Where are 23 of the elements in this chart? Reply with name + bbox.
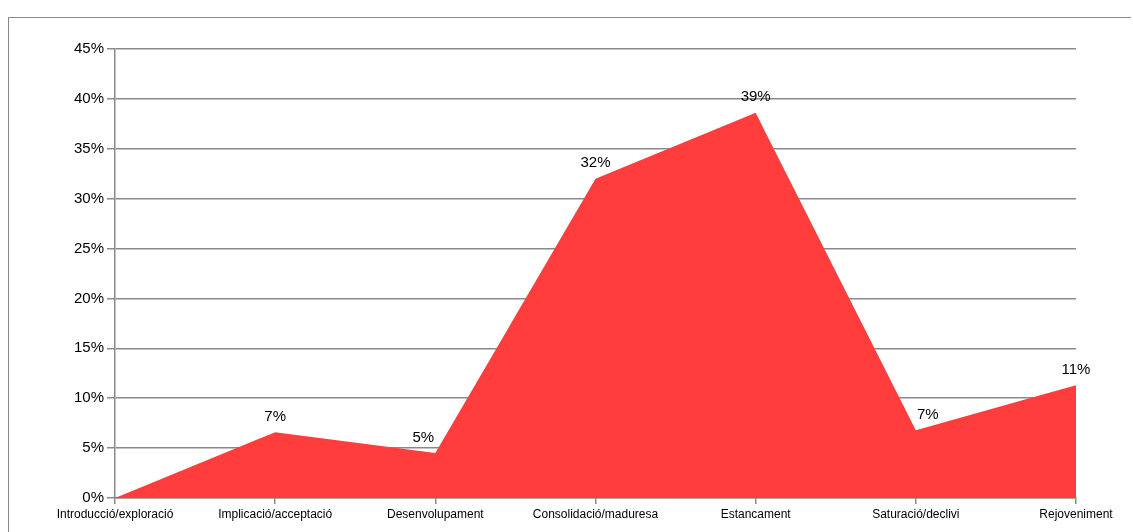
x-tick-label: Consolidació/maduresa [532, 506, 659, 521]
y-tick-label: 0% [82, 488, 104, 506]
data-label: 5% [412, 427, 435, 445]
x-tick-label: Introducció/exploració [56, 506, 174, 521]
data-label: 32% [580, 153, 611, 171]
y-tick-label: 40% [73, 89, 104, 107]
y-tick-label: 5% [82, 438, 104, 456]
x-tick-label: Saturació/declivi [872, 506, 960, 521]
y-tick-label: 15% [73, 338, 104, 356]
x-tick-label: Rejoveniment [1039, 506, 1114, 521]
data-label: 7% [916, 404, 939, 422]
y-tick-label: 30% [73, 188, 104, 206]
x-tick-label: Implicació/acceptació [218, 506, 333, 521]
y-tick-label: 20% [73, 288, 104, 306]
x-tick-label: Estancament [720, 506, 792, 521]
y-tick-label: 35% [73, 138, 104, 156]
data-label: 11% [1061, 359, 1091, 377]
y-tick-label: 25% [73, 238, 104, 256]
x-tick-label: Desenvolupament [386, 506, 485, 521]
y-tick-label: 45% [73, 39, 104, 57]
y-tick-label: 10% [73, 388, 104, 406]
data-label: 39% [740, 87, 771, 105]
data-label: 7% [264, 406, 287, 424]
